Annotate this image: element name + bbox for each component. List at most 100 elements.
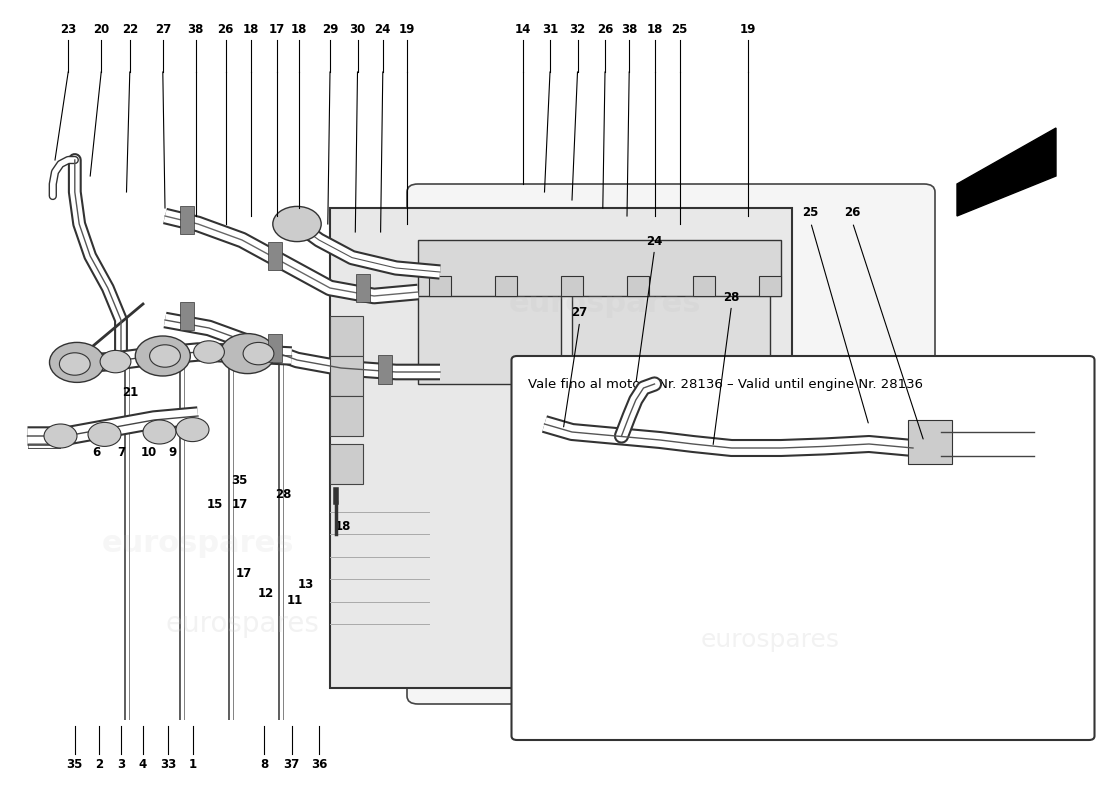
Circle shape [44,424,77,448]
Text: 35: 35 [67,758,82,771]
Text: 37: 37 [284,758,299,771]
Text: 9: 9 [168,446,177,458]
Text: 13: 13 [298,578,314,590]
Bar [429,276,451,296]
Text: 5: 5 [153,339,162,352]
Text: 17: 17 [232,498,248,510]
Bar [378,355,392,384]
Text: 38: 38 [188,23,204,36]
FancyBboxPatch shape [512,356,1094,740]
Circle shape [59,353,90,375]
Text: 31: 31 [542,23,558,36]
Bar [356,274,370,302]
Bar [180,206,194,234]
Bar [330,396,363,436]
Text: 4: 4 [139,758,147,771]
Text: 25: 25 [803,206,818,218]
Text: 36: 36 [311,758,327,771]
Text: 3: 3 [117,758,125,771]
Bar [796,433,810,462]
Text: 16: 16 [179,408,195,421]
Text: 25: 25 [672,23,688,36]
Text: eurospares: eurospares [508,290,702,318]
Text: 27: 27 [572,306,587,318]
Circle shape [88,422,121,446]
Bar [495,276,517,296]
Bar [418,240,781,296]
Text: eurospares: eurospares [701,628,839,652]
Bar [862,430,876,459]
Circle shape [143,420,176,444]
Circle shape [220,334,275,374]
Text: 17: 17 [575,520,591,533]
Bar [330,444,363,484]
Text: 33: 33 [161,758,176,771]
Text: 18: 18 [647,23,662,36]
Text: 23: 23 [60,23,76,36]
Text: 24: 24 [375,23,390,36]
Bar [330,356,363,396]
Text: 19: 19 [399,23,415,36]
Circle shape [135,336,190,376]
Text: 26: 26 [845,206,860,218]
Bar [725,433,738,462]
Text: 26: 26 [218,23,233,36]
Text: 20: 20 [94,23,109,36]
Bar [908,420,952,464]
Text: 10: 10 [141,446,156,458]
Text: 12: 12 [258,587,274,600]
Text: 28: 28 [724,291,739,304]
Text: eurospares: eurospares [101,530,295,558]
Text: 17: 17 [270,23,285,36]
Text: 1: 1 [188,758,197,771]
Text: eurospares: eurospares [706,666,900,694]
Circle shape [50,342,104,382]
Bar [759,276,781,296]
Text: 17: 17 [236,567,252,580]
Circle shape [273,206,321,242]
Circle shape [243,342,274,365]
Text: 8: 8 [260,758,268,771]
Text: 30: 30 [350,23,365,36]
FancyBboxPatch shape [407,184,935,704]
Circle shape [100,350,131,373]
Bar [418,288,561,384]
Bar [627,276,649,296]
Bar [268,334,282,362]
Text: 18: 18 [243,23,258,36]
Text: 6: 6 [92,446,101,458]
Bar [572,288,770,384]
Text: 24: 24 [647,235,662,248]
Bar [330,208,792,688]
Text: 15: 15 [207,498,222,510]
Circle shape [150,345,180,367]
Circle shape [176,418,209,442]
Text: 18: 18 [292,23,307,36]
Text: 34: 34 [240,350,255,362]
Text: 2: 2 [95,758,103,771]
Bar [180,302,194,330]
Text: 29: 29 [322,23,338,36]
Text: 32: 32 [570,23,585,36]
Text: 26: 26 [597,23,613,36]
Bar [330,316,363,356]
Text: 11: 11 [287,594,303,606]
Text: eurospares: eurospares [165,610,319,638]
Text: 35: 35 [232,474,248,486]
Circle shape [194,341,224,363]
Text: 27: 27 [155,23,170,36]
Text: Vale fino al motore Nr. 28136 – Valid until engine Nr. 28136: Vale fino al motore Nr. 28136 – Valid un… [528,378,923,390]
Text: 22: 22 [122,23,138,36]
Text: 21: 21 [122,386,138,398]
Text: eurospares: eurospares [508,530,702,558]
Polygon shape [957,128,1056,216]
Text: 19: 19 [740,23,756,36]
Bar [648,426,661,454]
Bar [561,276,583,296]
Text: 18: 18 [336,520,351,533]
Bar [563,416,576,445]
Text: 7: 7 [117,446,125,458]
Text: 34: 34 [62,355,77,368]
Text: 28: 28 [276,488,292,501]
Bar [268,242,282,270]
